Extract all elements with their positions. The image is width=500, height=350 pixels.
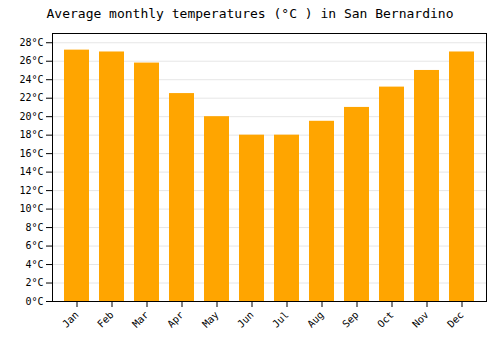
svg-text:16°C: 16°C	[19, 148, 43, 159]
svg-text:14°C: 14°C	[19, 166, 43, 177]
svg-text:Jun: Jun	[235, 309, 256, 330]
svg-text:Aug: Aug	[305, 309, 326, 330]
html-text:Average monthly temperatures (: Average monthly temperatures (°C ) in Sa…	[46, 6, 454, 21]
svg-text:May: May	[200, 309, 221, 330]
svg-text:Sep: Sep	[340, 309, 361, 330]
svg-text:4°C: 4°C	[25, 259, 43, 270]
svg-text:Apr: Apr	[165, 309, 186, 330]
svg-text:Jan: Jan	[60, 309, 81, 330]
svg-text:Jul: Jul	[270, 309, 291, 330]
svg-text:6°C: 6°C	[25, 240, 43, 251]
svg-text:Mar: Mar	[130, 309, 151, 330]
svg-text:10°C: 10°C	[19, 203, 43, 214]
svg-text:28°C: 28°C	[19, 37, 43, 48]
svg-text:8°C: 8°C	[25, 222, 43, 233]
svg-text:18°C: 18°C	[19, 129, 43, 140]
svg-text:24°C: 24°C	[19, 74, 43, 85]
svg-text:Oct: Oct	[375, 309, 396, 330]
svg-text:0°C: 0°C	[25, 296, 43, 307]
svg-text:12°C: 12°C	[19, 185, 43, 196]
svg-text:Nov: Nov	[410, 309, 431, 330]
svg-text:Dec: Dec	[445, 309, 466, 330]
svg-text:2°C: 2°C	[25, 277, 43, 288]
svg-text:20°C: 20°C	[19, 111, 43, 122]
svg-text:26°C: 26°C	[19, 55, 43, 66]
svg-text:22°C: 22°C	[19, 92, 43, 103]
svg-text:Feb: Feb	[95, 309, 116, 330]
